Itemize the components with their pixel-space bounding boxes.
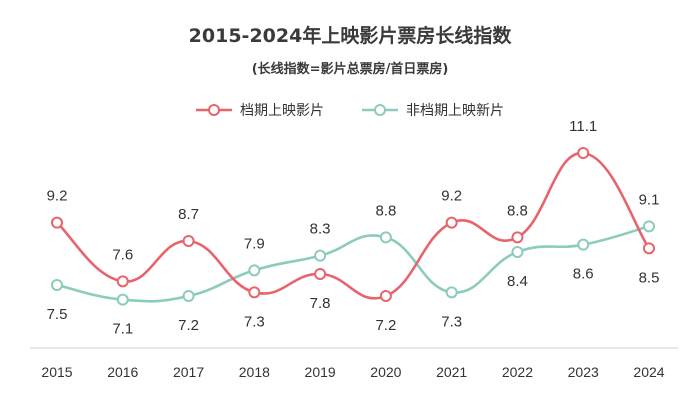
x-tick-label-2023: 2023 (568, 364, 599, 380)
x-tick-label-2020: 2020 (370, 364, 401, 380)
x-tick-label-2021: 2021 (436, 364, 467, 380)
series-2-point-2024 (643, 220, 655, 233)
x-tick-label-2018: 2018 (239, 364, 270, 380)
series-2-label-2024: 9.1 (639, 191, 660, 208)
x-tick-label-2024: 2024 (633, 364, 664, 380)
series-1-label-2022: 8.8 (507, 202, 528, 219)
x-axis-ticks: 2015 2016 2017 2018 2019 2020 2021 2022 2023 2024 (41, 364, 664, 380)
series-line-1 (56, 151, 651, 300)
chart-title: 2015-2024年上映影片票房长线指数 (189, 24, 513, 47)
series-1-point-2018 (248, 286, 261, 299)
series-1-point-2024 (643, 242, 655, 255)
x-tick-label-2022: 2022 (502, 364, 533, 380)
legend-label-series-2: 非档期上映新片 (406, 103, 504, 119)
series-1-point-2020 (379, 290, 392, 302)
series-1-label-2020: 7.2 (375, 317, 396, 334)
series-1-point-2016 (116, 275, 129, 288)
series-1-label-2021: 9.2 (441, 188, 462, 205)
series-1-point-2021 (445, 216, 458, 229)
series-2-point-2018 (248, 264, 261, 277)
series-2-point-2019 (314, 249, 327, 262)
series-1-label-2023: 11.1 (569, 118, 597, 135)
series-1-label-2017: 8.7 (178, 206, 199, 223)
legend-marker-series-2 (374, 104, 386, 116)
series-line-2 (56, 225, 650, 303)
legend-marker-series-1 (208, 104, 220, 116)
legend-label-series-1: 档期上映影片 (240, 103, 324, 119)
series-2-point-2015 (51, 279, 63, 291)
series-2-point-2021 (445, 286, 458, 299)
series-2-label-2016: 7.1 (112, 321, 133, 338)
series-1-label-2018: 7.3 (244, 313, 265, 330)
series-2-point-2017 (182, 290, 195, 302)
plot-area: 7.5 7.1 7.2 7.9 8.3 8.8 7.3 8.4 8.6 9.1 9.2 7.6 8.7 7… (47, 118, 660, 338)
series-2-label-2020: 8.8 (375, 202, 396, 219)
series-1-point-2017 (182, 235, 195, 247)
series-2-label-2018: 7.9 (244, 235, 265, 252)
series-1-point-2022 (511, 231, 524, 244)
series-2-point-2022 (511, 246, 524, 258)
legend: 档期上映影片 非档期上映新片 (196, 103, 504, 119)
series-2-label-2021: 7.3 (441, 313, 462, 330)
series-1-label-2019: 7.8 (310, 295, 331, 312)
series-2-label-2017: 7.2 (178, 317, 199, 334)
series-1-label-2024: 8.5 (639, 269, 660, 286)
series-2-label-2019: 8.3 (310, 221, 331, 238)
series-2-label-2015: 7.5 (47, 306, 68, 323)
series-2-point-2020 (379, 231, 392, 244)
x-tick-label-2017: 2017 (173, 364, 204, 380)
x-tick-label-2019: 2019 (305, 364, 336, 380)
series-2-point-2016 (116, 293, 129, 306)
series-1-point-2015 (51, 216, 63, 229)
x-tick-label-2015: 2015 (41, 364, 72, 380)
series-1-label-2015: 9.2 (47, 188, 68, 205)
series-2-point-2023 (577, 238, 590, 251)
series-1-label-2016: 7.6 (112, 246, 133, 263)
series-2-label-2022: 8.4 (507, 273, 528, 290)
series-1-point-2019 (314, 268, 327, 280)
series-1-point-2023 (577, 147, 590, 159)
chart-subtitle: (长线指数=影片总票房/首日票房) (252, 61, 449, 77)
series-2-label-2023: 8.6 (573, 266, 594, 283)
x-tick-label-2016: 2016 (107, 364, 138, 380)
